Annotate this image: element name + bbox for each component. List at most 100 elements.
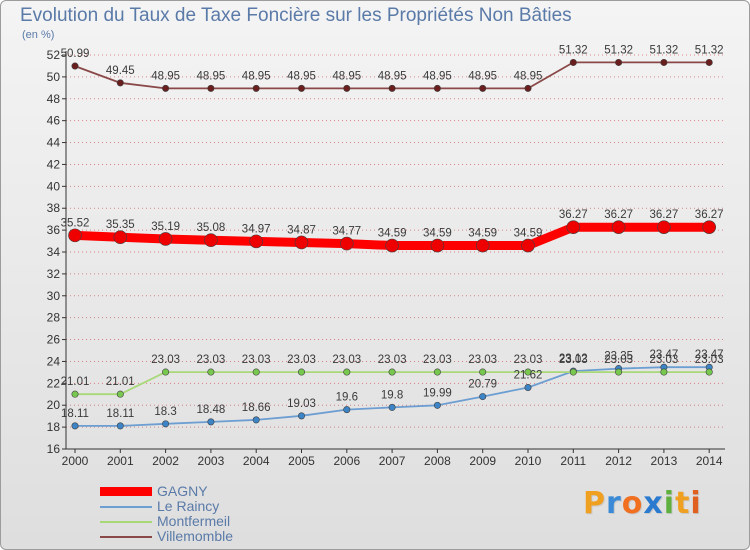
x-tick-label: 2001: [107, 454, 134, 468]
data-point: [705, 368, 713, 376]
data-label: 36.27: [559, 209, 588, 221]
y-tick-label: 32: [47, 267, 61, 281]
data-point: [433, 84, 441, 92]
data-point: [524, 368, 532, 376]
legend-swatch-gagny: [100, 487, 152, 496]
data-label: 50.99: [61, 48, 90, 60]
data-point: [521, 238, 535, 253]
data-label: 51.32: [604, 44, 633, 56]
x-tick-label: 2012: [605, 454, 632, 468]
data-label: 23.03: [287, 354, 316, 366]
legend-item: Le Raincy: [100, 498, 320, 514]
data-point: [524, 383, 532, 391]
data-label: 35.08: [197, 222, 226, 234]
x-tick-label: 2004: [243, 454, 270, 468]
legend-swatch-villemomble: [100, 536, 152, 538]
y-tick-label: 42: [47, 157, 61, 171]
data-point: [475, 238, 490, 253]
data-point: [68, 228, 82, 243]
legend-label: Villemomble: [157, 528, 233, 544]
data-label: 34.59: [514, 228, 543, 240]
data-label: 51.32: [650, 44, 679, 56]
data-point: [207, 84, 215, 92]
data-label: 35.19: [151, 221, 180, 233]
y-tick-label: 40: [47, 179, 61, 193]
data-point: [297, 368, 305, 376]
data-point: [479, 368, 487, 376]
data-point: [162, 420, 170, 428]
data-label: 34.59: [468, 228, 497, 240]
data-point: [252, 84, 260, 92]
y-tick-label: 36: [47, 223, 61, 237]
data-label: 35.52: [61, 217, 90, 229]
data-label: 18.66: [242, 402, 271, 414]
y-tick-label: 18: [47, 420, 61, 434]
logo-letter: x: [643, 486, 664, 521]
data-point: [71, 390, 79, 398]
data-point: [252, 368, 260, 376]
data-label: 23.47: [695, 349, 724, 361]
data-point: [660, 58, 668, 66]
data-label: 23.03: [514, 354, 543, 366]
logo-letter: i: [690, 486, 702, 521]
x-tick-label: 2002: [152, 454, 179, 468]
data-label: 51.32: [695, 44, 724, 56]
data-label: 18.11: [61, 408, 89, 420]
legend-swatch-le-raincy: [100, 506, 152, 508]
data-point: [294, 235, 309, 250]
x-tick-label: 2009: [469, 454, 496, 468]
y-tick-label: 16: [47, 442, 61, 456]
data-label: 48.95: [242, 70, 271, 82]
data-label: 36.27: [695, 209, 724, 221]
data-point: [297, 412, 305, 420]
data-label: 23.03: [423, 354, 452, 366]
data-label: 23.03: [695, 354, 724, 366]
data-point: [657, 220, 671, 234]
data-point: [162, 84, 170, 92]
data-label: 23.12: [559, 353, 588, 365]
proxiti-logo: Proxiti: [583, 486, 702, 521]
data-point: [615, 58, 623, 66]
data-point: [207, 418, 215, 426]
data-label: 19.8: [381, 389, 403, 401]
data-point: [433, 368, 441, 376]
data-label: 48.95: [468, 70, 497, 82]
data-label: 36.27: [650, 209, 679, 221]
x-tick-label: 2000: [62, 454, 89, 468]
data-label: 21.01: [106, 376, 135, 388]
legend-swatch-montfermeil: [100, 521, 152, 523]
data-point: [388, 403, 396, 411]
data-point: [116, 390, 124, 398]
data-label: 23.03: [468, 354, 497, 366]
data-point: [433, 401, 441, 409]
data-label: 23.03: [151, 354, 180, 366]
data-label: 34.87: [287, 224, 316, 236]
data-label: 21.01: [61, 376, 90, 388]
data-label: 23.03: [650, 354, 679, 366]
x-tick-label: 2011: [560, 454, 586, 468]
data-label: 19.6: [336, 392, 358, 404]
data-point: [569, 58, 577, 66]
legend-label: GAGNY: [157, 483, 208, 499]
data-point: [479, 393, 487, 401]
x-tick-label: 2013: [651, 454, 678, 468]
legend-item: GAGNY: [100, 483, 320, 499]
data-label: 23.03: [197, 354, 226, 366]
data-label: 18.11: [106, 408, 134, 420]
x-tick-label: 2014: [696, 454, 723, 468]
x-tick-label: 2008: [424, 454, 451, 468]
logo-letter: o: [621, 486, 644, 521]
data-point: [71, 422, 79, 430]
data-point: [207, 368, 215, 376]
data-point: [343, 84, 351, 92]
data-point: [479, 84, 487, 92]
data-point: [660, 368, 668, 376]
data-label: 49.45: [106, 65, 135, 77]
data-label: 23.03: [242, 354, 271, 366]
data-point: [566, 220, 581, 234]
data-point: [252, 416, 260, 424]
legend: GAGNY Le Raincy Montfermeil Villemomble: [100, 483, 320, 544]
y-tick-label: 26: [47, 333, 61, 347]
y-tick-label: 44: [47, 136, 61, 150]
